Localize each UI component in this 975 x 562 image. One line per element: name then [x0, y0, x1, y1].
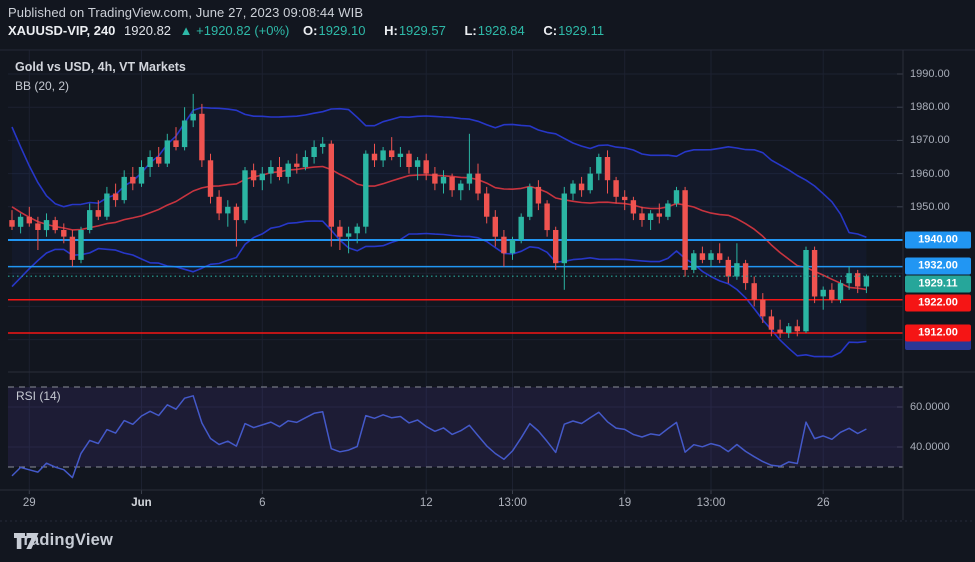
price-tick-label: 1990.00 — [910, 68, 950, 80]
time-tick-label: 29 — [22, 497, 36, 509]
price-level-label: 1932.00 — [905, 257, 971, 275]
price-tick-label: 1970.00 — [910, 134, 950, 147]
bb-indicator-label[interactable]: BB (20, 2) — [15, 79, 70, 93]
time-tick-label: 12 — [419, 497, 433, 509]
price-change: ▲ +1920.82 (+0%) — [179, 23, 290, 38]
time-tick-label: 13:00 — [498, 497, 527, 509]
rsi-indicator-label[interactable]: RSI (14) — [16, 389, 61, 403]
tradingview-logo-icon[interactable] — [14, 531, 40, 551]
close-pair: C:1929.11 — [543, 23, 605, 38]
published-line: Published on TradingView.com, June 27, 2… — [8, 5, 364, 20]
time-tick-label: 6 — [259, 497, 266, 509]
low-pair: L:1928.84 — [464, 23, 525, 38]
price-tick-label: 1950.00 — [910, 200, 950, 213]
time-tick-label: 26 — [816, 497, 830, 509]
price-tick-label: 1980.00 — [910, 101, 950, 114]
open-value: 1929.10 — [318, 23, 366, 38]
close-value: 1929.11 — [558, 23, 605, 38]
high-pair: H:1929.57 — [384, 23, 446, 38]
price-tick-label: 1960.00 — [910, 167, 950, 180]
open-pair: O:1929.10 — [303, 23, 366, 38]
low-value: 1928.84 — [477, 23, 525, 38]
time-tick-label: 13:00 — [696, 497, 726, 509]
chart-title[interactable]: Gold vs USD, 4h, VT Markets — [15, 60, 186, 74]
symbol-name[interactable]: XAUUSD-VIP, 240 — [8, 23, 116, 38]
tradingview-logo-text[interactable]: TradingView — [14, 531, 114, 549]
time-tick-label: 19 — [618, 497, 632, 509]
last-price: 1920.82 — [124, 23, 172, 38]
price-level-label: 1912.00 — [905, 324, 971, 342]
rsi-tick-label: 60.0000 — [910, 401, 950, 413]
price-level-label: 1922.00 — [905, 294, 971, 312]
price-level-label: 1940.00 — [905, 231, 971, 249]
covered-axis-label — [905, 339, 971, 350]
symbol-info-line: XAUUSD-VIP, 240 1920.82 ▲ +1920.82 (+0%)… — [8, 23, 619, 38]
time-tick-label: Jun — [131, 497, 152, 509]
rsi-tick-label: 40.0000 — [910, 441, 950, 453]
footer: TradingView — [14, 531, 113, 550]
price-level-label: 1929.11 — [905, 275, 971, 293]
high-value: 1929.57 — [398, 23, 446, 38]
